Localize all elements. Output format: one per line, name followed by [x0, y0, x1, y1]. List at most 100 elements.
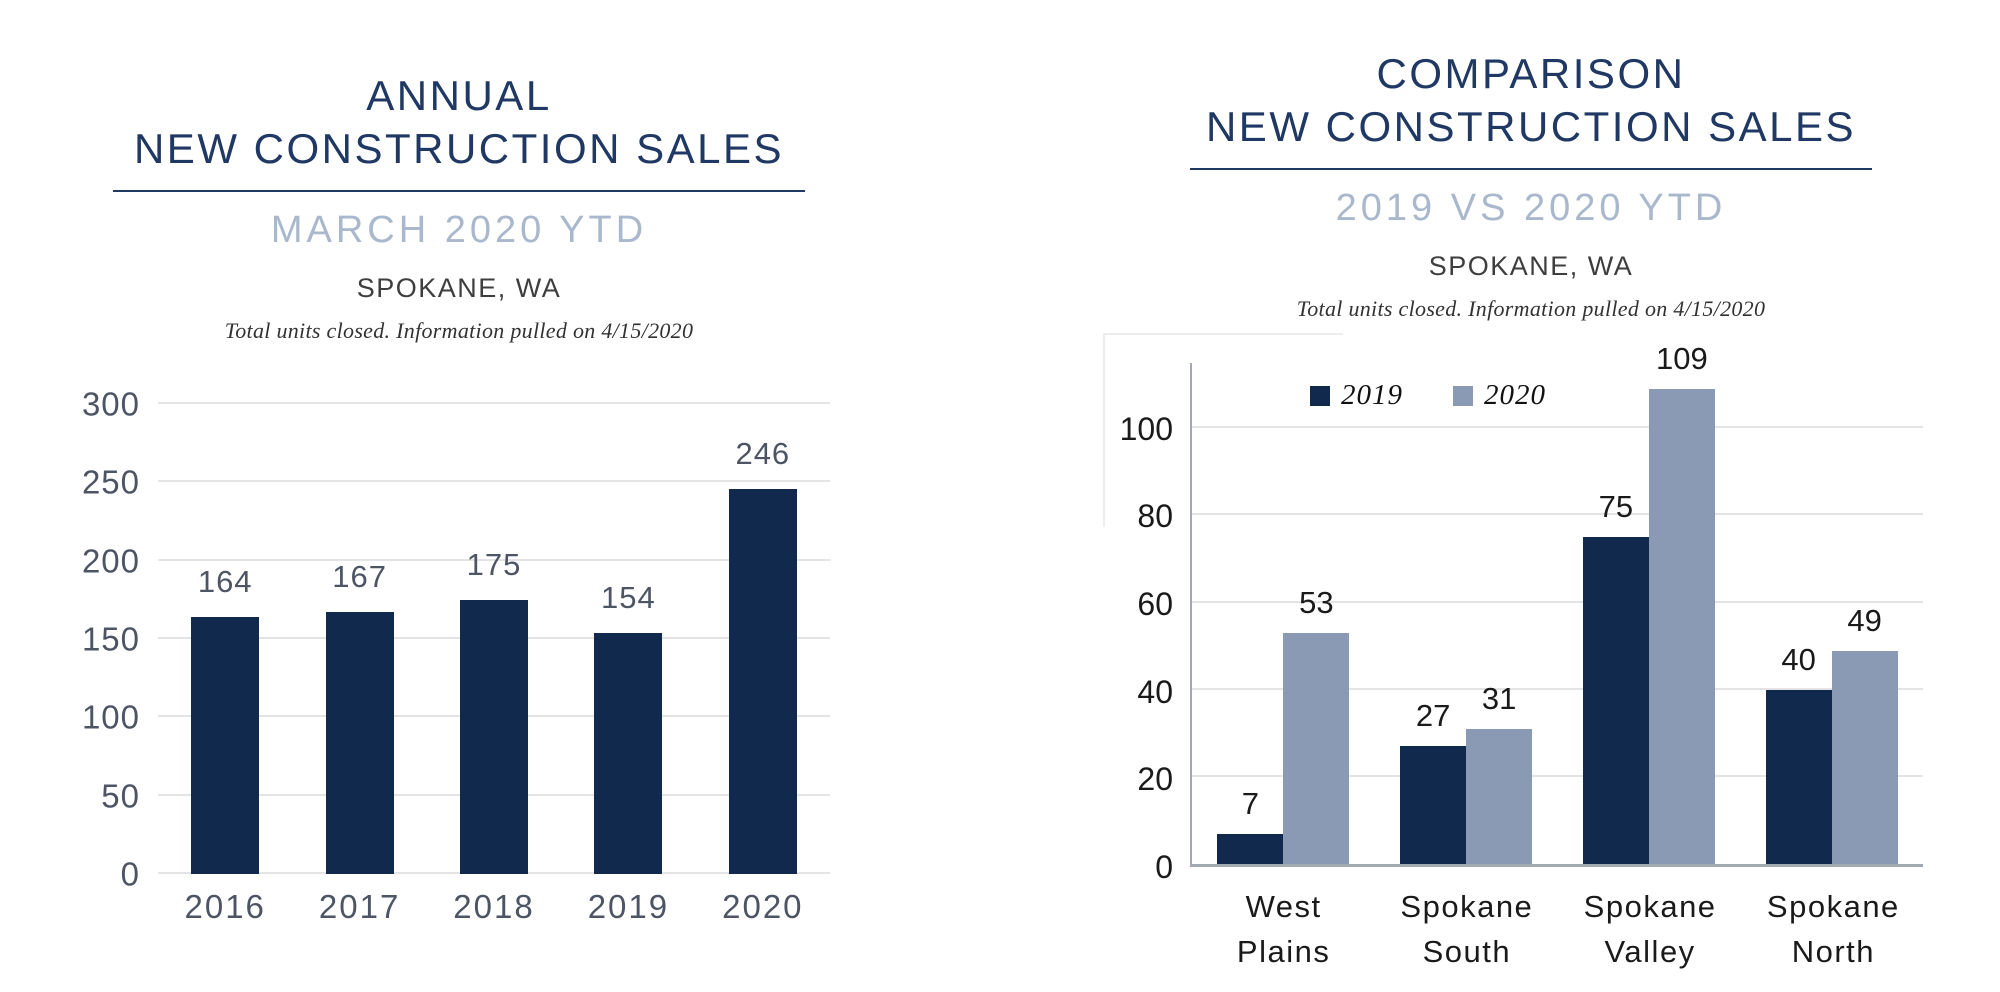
chart-location: SPOKANE, WA	[356, 273, 562, 303]
plot-area: 2019 2020 7 53 27 31 75 109 40 49	[1190, 341, 1923, 867]
bar-value-label: 154	[601, 579, 656, 615]
bar-value-label: 31	[1481, 680, 1517, 716]
legend-label: 2019	[1341, 379, 1403, 411]
bar-value-label: 27	[1415, 698, 1451, 734]
bar-2017	[325, 612, 394, 874]
y-tick-label: 100	[1119, 410, 1173, 447]
chart-area-edge-artifact	[1103, 333, 1343, 527]
title-underline	[113, 190, 805, 192]
legend-label: 2020	[1484, 379, 1546, 411]
bar-2019	[594, 632, 663, 874]
x-category-label: 2018	[453, 888, 535, 925]
bar-2020-Spokane South	[1466, 728, 1533, 864]
bar-value-label: 167	[332, 559, 387, 595]
bar-column-2019: 40	[1765, 363, 1832, 864]
legend-swatch-2019	[1310, 385, 1330, 406]
bar-slot-2020: 246	[696, 404, 830, 874]
legend: 2019 2020	[1310, 379, 1546, 412]
y-tick-label: 100	[81, 698, 140, 736]
gridline	[1192, 774, 1923, 777]
x-category-label: 2016	[184, 888, 266, 925]
chart-title-line1: COMPARISON	[1376, 50, 1686, 97]
gridline	[158, 480, 830, 483]
bar-2019-Spokane South	[1400, 746, 1467, 864]
bar-slot-2016: 164	[158, 404, 292, 874]
x-category-label: West Plains	[1236, 889, 1331, 969]
bar-column-2020: 49	[1831, 363, 1898, 864]
y-tick-label: 50	[101, 777, 140, 815]
gridline	[1192, 687, 1923, 690]
chart-subtitle: 2019 VS 2020 YTD	[1335, 187, 1727, 229]
legend-entry-2019: 2019	[1310, 379, 1403, 412]
bar-column-2020: 109	[1648, 341, 1715, 864]
bar-value-label: 75	[1598, 489, 1634, 525]
gridline	[1192, 426, 1923, 429]
y-tick-label: 250	[81, 463, 140, 501]
bar-2020-West Plains	[1283, 633, 1350, 864]
x-axis-labels: 2016 2017 2018 2019 2020	[158, 888, 830, 926]
bar-value-label: 164	[197, 564, 253, 600]
chart-title-line1: ANNUAL	[366, 72, 552, 119]
y-tick-label: 60	[1137, 586, 1173, 623]
bar-slot-2019: 154	[561, 404, 695, 874]
gridline	[158, 558, 830, 561]
bar-value-label: 246	[735, 435, 791, 471]
bar-2019-Spokane North	[1765, 689, 1832, 864]
chart-title-line2: NEW CONSTRUCTION SALES	[1205, 102, 1857, 150]
bar-slot-2018: 175	[427, 404, 561, 874]
bar-2019-Spokane Valley	[1582, 537, 1649, 864]
bar-group-Spokane South: 27 31	[1375, 363, 1558, 864]
y-tick-label: 80	[1137, 498, 1173, 535]
bar-column-2019: 75	[1582, 363, 1649, 864]
bar-column-2020: 53	[1283, 363, 1350, 864]
x-axis-labels: West Plains Spokane South Spokane Valley Sp…	[1192, 885, 1925, 975]
y-tick-label: 150	[81, 620, 140, 658]
bar-2016	[191, 617, 260, 874]
y-axis-labels: 0 50 100 150 200 250 300	[40, 388, 140, 891]
bar-column-2019: 7	[1217, 363, 1284, 864]
y-axis-labels: 0 20 40 60 80 100	[1058, 363, 1173, 883]
x-category-label: Spokane North	[1766, 889, 1900, 969]
bar-slot-2017: 167	[292, 404, 426, 874]
x-category-label: Spokane Valley	[1583, 889, 1717, 969]
bar-2020-Spokane North	[1831, 650, 1898, 864]
bar-value-label: 53	[1299, 585, 1334, 621]
bar-value-label: 175	[466, 546, 522, 582]
chart-footnote: Total units closed. Information pulled o…	[1296, 296, 1766, 321]
y-tick-label: 0	[1155, 849, 1173, 885]
bar-group-Spokane Valley: 75 109	[1558, 341, 1741, 864]
legend-swatch-2020	[1453, 385, 1473, 406]
bar-column-2020: 31	[1466, 363, 1533, 864]
bar-group-West Plains: 7 53	[1192, 363, 1375, 864]
bar-2020-Spokane Valley	[1648, 389, 1715, 864]
comparison-chart-panel: COMPARISON NEW CONSTRUCTION SALES 2019 V…	[1000, 0, 2000, 992]
bar-value-label: 40	[1781, 641, 1816, 677]
gridline	[158, 402, 830, 404]
y-tick-label: 300	[81, 385, 140, 423]
title-underline	[1190, 168, 1872, 170]
y-tick-label: 20	[1137, 761, 1173, 798]
x-category-label: 2019	[587, 888, 670, 925]
bar-column-2019: 27	[1400, 363, 1467, 864]
chart-footnote: Total units closed. Information pulled o…	[224, 318, 694, 343]
bar-group-Spokane North: 40 49	[1740, 363, 1923, 864]
x-category-label: Spokane South	[1400, 889, 1534, 969]
annual-chart-header: ANNUAL NEW CONSTRUCTION SALES MARCH 2020…	[113, 70, 805, 344]
bar-value-label: 49	[1847, 602, 1882, 638]
chart-subtitle: MARCH 2020 YTD	[270, 209, 648, 251]
chart-location: SPOKANE, WA	[1428, 251, 1634, 281]
bar-2019-West Plains	[1217, 833, 1284, 864]
gridline	[1192, 600, 1923, 603]
chart-title-line2: NEW CONSTRUCTION SALES	[133, 124, 785, 172]
gridline	[1192, 513, 1923, 516]
y-tick-label: 0	[120, 855, 140, 893]
bar-value-label: 7	[1241, 785, 1259, 821]
bars-row: 7 53 27 31 75 109 40 49	[1192, 341, 1923, 864]
x-category-label: 2017	[318, 888, 401, 925]
y-tick-label: 200	[81, 542, 140, 580]
y-tick-label: 40	[1137, 673, 1173, 710]
comparison-chart-header: COMPARISON NEW CONSTRUCTION SALES 2019 V…	[1190, 48, 1872, 322]
bar-2020	[728, 488, 797, 874]
bars-row: 164 167 175 154 246	[158, 404, 830, 874]
